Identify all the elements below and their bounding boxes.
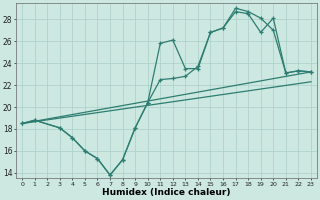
X-axis label: Humidex (Indice chaleur): Humidex (Indice chaleur) — [102, 188, 231, 197]
